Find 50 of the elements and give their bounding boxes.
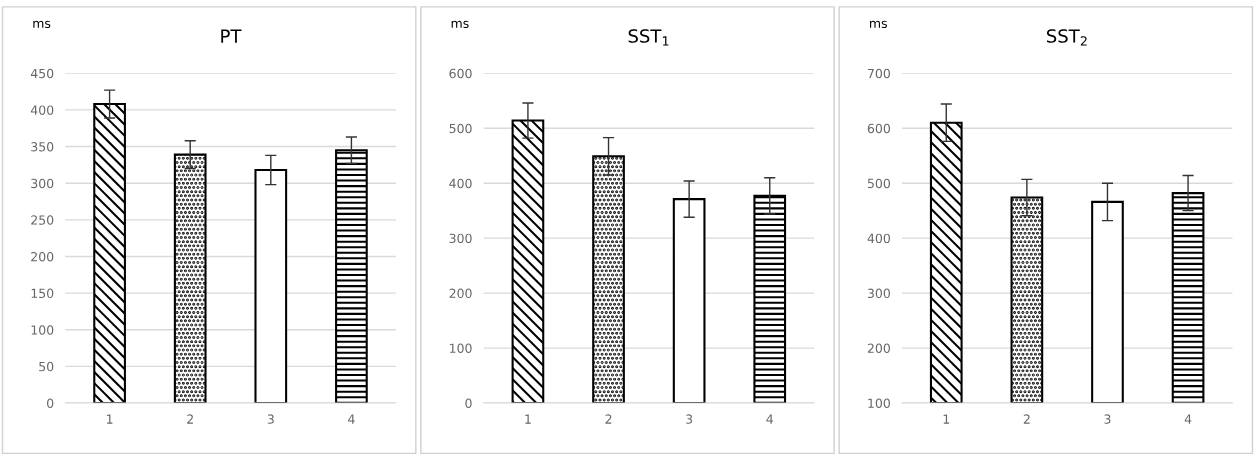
y-tick-label: 250 (31, 215, 54, 225)
bar (592, 155, 625, 404)
y-tick-label: 600 (449, 68, 472, 79)
bar (511, 119, 545, 404)
y-tick-label: 350 (31, 142, 54, 152)
x-tick-label: 3 (686, 414, 693, 424)
bar (173, 153, 207, 404)
y-tick-label: 150 (31, 288, 54, 299)
bar (93, 103, 126, 404)
bar (254, 168, 288, 404)
y-tick-label: 200 (31, 251, 54, 262)
bar (753, 194, 787, 404)
chart-title: PT (221, 29, 242, 43)
y-tick-label: 400 (867, 233, 890, 244)
x-tick-label: 1 (106, 414, 113, 424)
x-tick-label: 2 (1023, 414, 1030, 424)
y-tick-label: 100 (450, 343, 472, 354)
y-tick-label: 700 (867, 68, 890, 79)
y-tick-label: 400 (449, 178, 472, 189)
y-tick-label: 500 (449, 123, 472, 134)
y-axis-title: ms (870, 20, 887, 28)
y-tick-label: 100 (31, 325, 54, 335)
x-tick-label: 1 (525, 414, 531, 424)
bar (672, 198, 706, 404)
y-tick-label: 500 (867, 178, 890, 189)
x-tick-label: 2 (187, 414, 193, 424)
y-tick-label: 200 (449, 288, 472, 299)
x-tick-label: 1 (943, 414, 950, 424)
x-tick-label: 4 (1184, 414, 1192, 424)
x-tick-label: 3 (1104, 414, 1111, 424)
y-tick-label: 200 (867, 343, 890, 354)
x-tick-label: 4 (348, 414, 355, 424)
bar (335, 149, 368, 404)
x-tick-label: 2 (605, 414, 612, 424)
y-tick-label: 100 (868, 398, 890, 408)
x-tick-label: 4 (766, 414, 774, 424)
y-tick-label: 50 (39, 361, 54, 372)
y-axis-title: ms (451, 20, 469, 28)
y-tick-label: 450 (30, 68, 54, 79)
y-tick-label: 300 (449, 233, 472, 244)
y-tick-label: 400 (30, 105, 54, 115)
y-tick-label: 0 (465, 398, 472, 408)
chart-title: SST$_{1}$ (628, 29, 669, 46)
y-tick-label: 300 (867, 288, 890, 299)
y-tick-label: 0 (47, 398, 54, 408)
y-tick-label: 300 (31, 178, 54, 189)
x-tick-label: 3 (267, 414, 274, 424)
chart-title: SST$_{2}$ (1046, 29, 1087, 46)
y-axis-title: ms (33, 20, 51, 28)
y-tick-label: 600 (867, 123, 890, 134)
